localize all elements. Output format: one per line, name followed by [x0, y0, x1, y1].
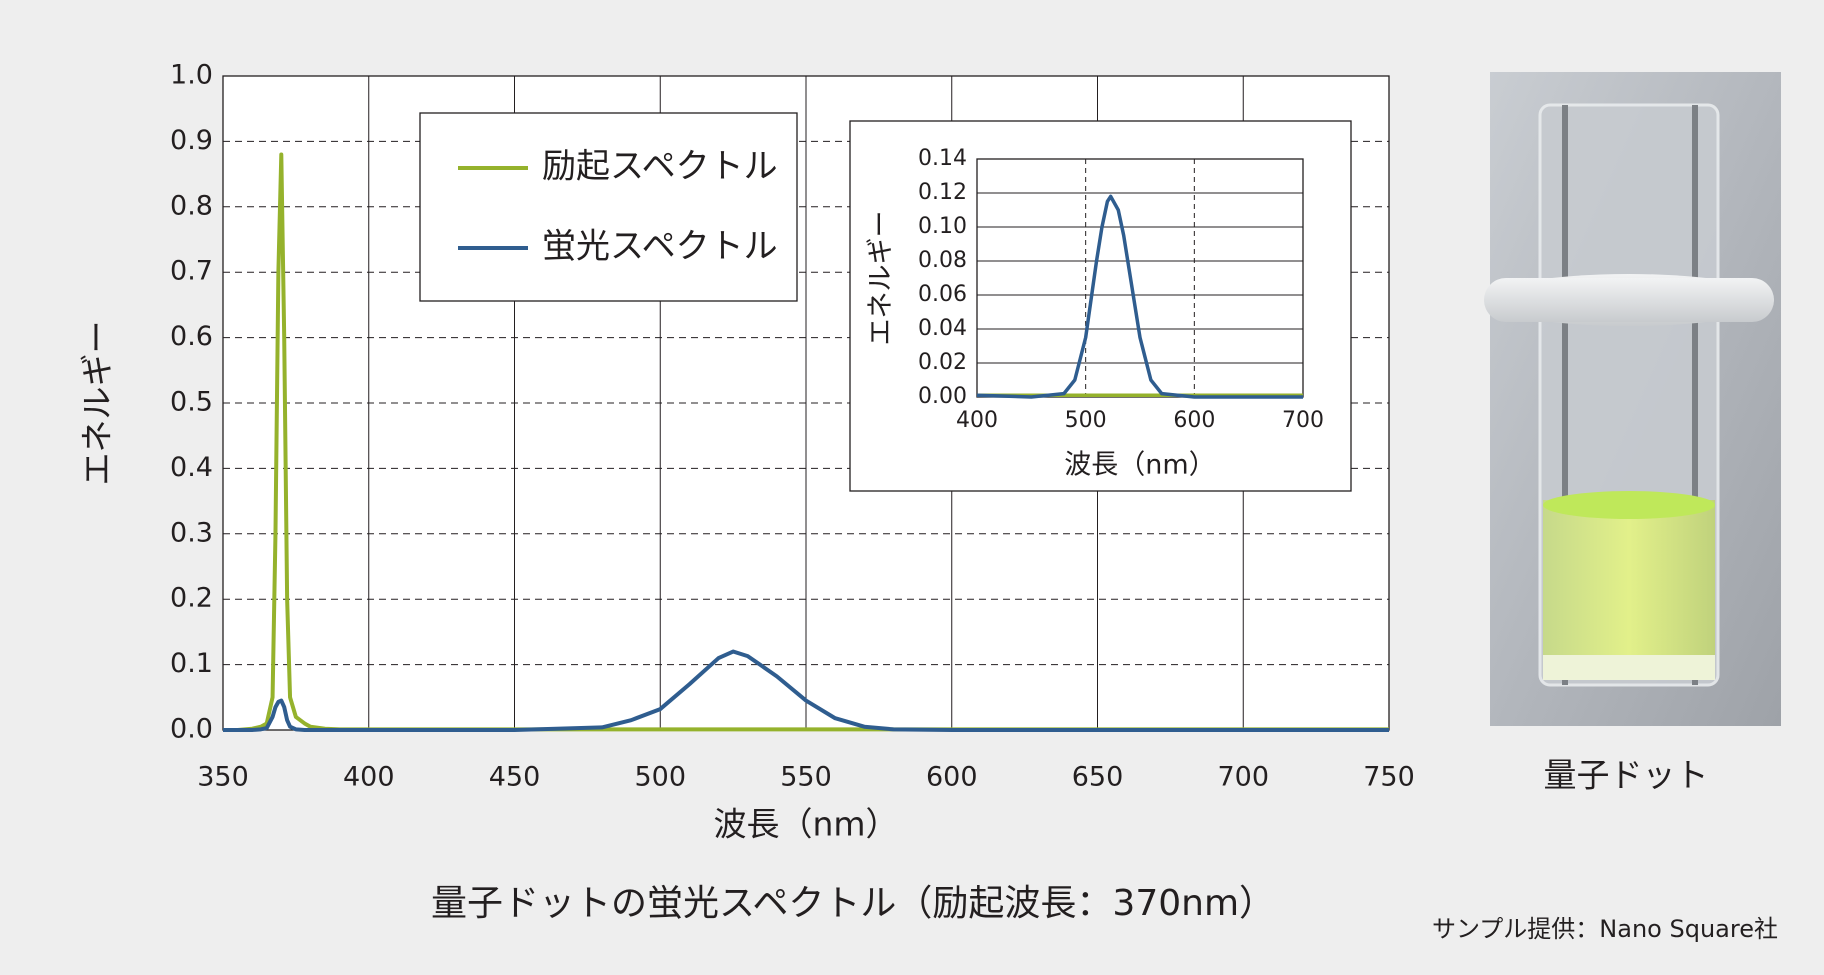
y-tick-label: 0.02 — [918, 350, 967, 375]
y-axis-label: エネルギー — [866, 211, 897, 346]
series-line — [223, 649, 1389, 732]
legend-label: 励起スペクトル — [542, 147, 778, 187]
photo — [1484, 72, 1781, 726]
y-tick-label: 0.2 — [170, 583, 213, 614]
y-tick-label: 0.10 — [918, 214, 967, 239]
x-tick-label: 500 — [634, 762, 686, 793]
legend-frame — [419, 112, 798, 302]
legend-label: 蛍光スペクトル — [542, 227, 778, 267]
x-tick-label: 700 — [1282, 408, 1324, 433]
y-tick-label: 0.14 — [918, 146, 967, 171]
y-tick-label: 0.7 — [170, 256, 213, 287]
x-tick-label: 600 — [1173, 408, 1215, 433]
y-axis-label: エネルギー — [78, 321, 117, 486]
y-tick-label: 1.0 — [170, 60, 213, 91]
y-tick-label: 0.4 — [170, 452, 213, 483]
y-tick-label: 0.06 — [918, 282, 967, 307]
plot-area — [977, 159, 1303, 397]
y-tick-label: 0.1 — [170, 648, 213, 679]
x-tick-label: 600 — [926, 762, 978, 793]
y-tick-label: 0.6 — [170, 321, 213, 352]
y-tick-label: 0.0 — [170, 714, 213, 745]
y-tick-label: 0.08 — [918, 248, 967, 273]
y-tick-label: 0.5 — [170, 387, 213, 418]
x-tick-label: 750 — [1363, 762, 1415, 793]
chart: 0.00 0.02 0.04 0.06 0.08 0.10 0.12 0.14 400 500 60… — [849, 120, 1352, 492]
series-line — [976, 194, 1303, 399]
y-tick-label: 0.9 — [170, 125, 213, 156]
photo-caption: 量子ドット — [1544, 756, 1709, 795]
y-tick-label: 0.04 — [918, 316, 967, 341]
x-tick-label: 400 — [956, 408, 998, 433]
chart-title: 量子ドットの蛍光スペクトル（励起波長：370nm） — [431, 883, 1275, 924]
x-tick-label: 700 — [1217, 762, 1269, 793]
x-tick-label: 650 — [1072, 762, 1124, 793]
y-tick-label: 0.3 — [170, 517, 213, 548]
y-tick-label: 0.8 — [170, 190, 213, 221]
x-tick-label: 350 — [197, 762, 249, 793]
x-tick-label: 400 — [343, 762, 395, 793]
x-tick-label: 450 — [489, 762, 541, 793]
y-tick-label: 0.00 — [918, 384, 967, 409]
credit: サンプル提供：Nano Square社 — [1432, 915, 1778, 943]
x-tick-label: 550 — [780, 762, 832, 793]
y-tick-label: 0.12 — [918, 180, 967, 205]
x-tick-label: 500 — [1065, 408, 1107, 433]
x-axis-label: 波長（nm） — [713, 805, 898, 844]
x-axis-label: 波長（nm） — [1064, 450, 1215, 481]
